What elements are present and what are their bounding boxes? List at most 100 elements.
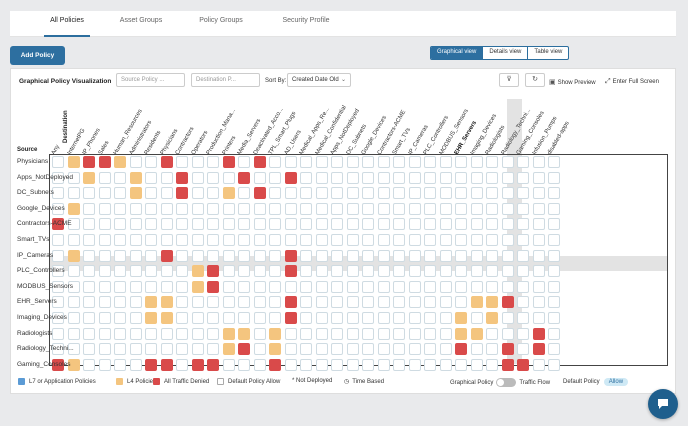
- policy-cell[interactable]: [160, 343, 173, 356]
- policy-cell[interactable]: [346, 156, 359, 168]
- policy-cell[interactable]: [238, 343, 250, 356]
- policy-cell[interactable]: [284, 280, 297, 293]
- graphical-view-button[interactable]: Graphical view: [431, 47, 484, 59]
- policy-cell[interactable]: [315, 249, 328, 262]
- policy-cell[interactable]: [83, 187, 95, 200]
- policy-cell[interactable]: [408, 187, 421, 200]
- policy-cell[interactable]: [145, 312, 157, 324]
- policy-cell[interactable]: [470, 249, 483, 262]
- policy-cell[interactable]: [470, 327, 483, 340]
- policy-cell[interactable]: [377, 234, 390, 246]
- policy-cell[interactable]: [207, 249, 219, 262]
- policy-cell[interactable]: [284, 343, 297, 356]
- policy-cell[interactable]: [207, 312, 219, 324]
- policy-cell[interactable]: [408, 312, 421, 324]
- policy-cell[interactable]: [176, 358, 188, 371]
- policy-cell[interactable]: [222, 156, 235, 168]
- policy-cell[interactable]: [269, 265, 281, 278]
- policy-cell[interactable]: [424, 249, 436, 262]
- policy-cell[interactable]: [114, 265, 126, 278]
- policy-cell[interactable]: [114, 280, 126, 293]
- policy-cell[interactable]: [331, 280, 343, 293]
- policy-cell[interactable]: [517, 280, 529, 293]
- policy-cell[interactable]: [114, 249, 126, 262]
- policy-cell[interactable]: [83, 280, 95, 293]
- policy-cell[interactable]: [83, 265, 95, 278]
- policy-cell[interactable]: [284, 202, 297, 215]
- policy-cell[interactable]: [517, 202, 529, 215]
- policy-cell[interactable]: [176, 218, 188, 231]
- policy-cell[interactable]: [315, 187, 328, 200]
- policy-cell[interactable]: [315, 202, 328, 215]
- policy-cell[interactable]: [470, 358, 483, 371]
- policy-cell[interactable]: [129, 156, 142, 168]
- policy-cell[interactable]: [160, 265, 173, 278]
- policy-cell[interactable]: [67, 280, 80, 293]
- policy-cell[interactable]: [238, 327, 250, 340]
- policy-cell[interactable]: [269, 156, 281, 168]
- policy-cell[interactable]: [331, 156, 343, 168]
- policy-cell[interactable]: [331, 343, 343, 356]
- policy-cell[interactable]: [331, 327, 343, 340]
- policy-cell[interactable]: [377, 171, 390, 184]
- policy-cell[interactable]: [300, 358, 312, 371]
- policy-cell[interactable]: [362, 249, 374, 262]
- policy-cell[interactable]: [470, 171, 483, 184]
- policy-cell[interactable]: [129, 202, 142, 215]
- policy-cell[interactable]: [253, 202, 266, 215]
- policy-cell[interactable]: [486, 218, 498, 231]
- policy-cell[interactable]: [269, 202, 281, 215]
- policy-cell[interactable]: [501, 343, 514, 356]
- policy-cell[interactable]: [424, 234, 436, 246]
- policy-cell[interactable]: [517, 234, 529, 246]
- policy-cell[interactable]: [331, 249, 343, 262]
- policy-cell[interactable]: [222, 343, 235, 356]
- policy-cell[interactable]: [300, 327, 312, 340]
- policy-cell[interactable]: [160, 358, 173, 371]
- policy-cell[interactable]: [114, 187, 126, 200]
- policy-cell[interactable]: [114, 296, 126, 309]
- policy-cell[interactable]: [52, 312, 64, 324]
- policy-cell[interactable]: [517, 343, 529, 356]
- policy-cell[interactable]: [207, 156, 219, 168]
- policy-cell[interactable]: [67, 358, 80, 371]
- policy-cell[interactable]: [455, 296, 467, 309]
- filter-button[interactable]: ⊽: [499, 73, 519, 87]
- policy-cell[interactable]: [67, 156, 80, 168]
- policy-cell[interactable]: [222, 327, 235, 340]
- policy-cell[interactable]: [83, 202, 95, 215]
- policy-cell[interactable]: [114, 234, 126, 246]
- policy-cell[interactable]: [408, 280, 421, 293]
- policy-cell[interactable]: [145, 156, 157, 168]
- policy-cell[interactable]: [548, 312, 560, 324]
- policy-cell[interactable]: [501, 249, 514, 262]
- policy-cell[interactable]: [98, 265, 111, 278]
- policy-cell[interactable]: [517, 156, 529, 168]
- policy-cell[interactable]: [455, 358, 467, 371]
- policy-cell[interactable]: [52, 265, 64, 278]
- policy-cell[interactable]: [331, 234, 343, 246]
- policy-cell[interactable]: [52, 218, 64, 231]
- policy-cell[interactable]: [439, 358, 452, 371]
- policy-cell[interactable]: [129, 171, 142, 184]
- policy-cell[interactable]: [346, 296, 359, 309]
- policy-cell[interactable]: [501, 187, 514, 200]
- policy-cell[interactable]: [315, 218, 328, 231]
- policy-cell[interactable]: [67, 202, 80, 215]
- policy-cell[interactable]: [393, 234, 405, 246]
- policy-cell[interactable]: [501, 171, 514, 184]
- policy-cell[interactable]: [486, 202, 498, 215]
- policy-cell[interactable]: [455, 249, 467, 262]
- policy-cell[interactable]: [52, 234, 64, 246]
- policy-cell[interactable]: [424, 296, 436, 309]
- policy-cell[interactable]: [300, 171, 312, 184]
- policy-cell[interactable]: [346, 171, 359, 184]
- policy-cell[interactable]: [191, 312, 204, 324]
- policy-cell[interactable]: [207, 218, 219, 231]
- policy-cell[interactable]: [129, 265, 142, 278]
- policy-cell[interactable]: [517, 296, 529, 309]
- policy-cell[interactable]: [377, 187, 390, 200]
- policy-cell[interactable]: [362, 187, 374, 200]
- policy-cell[interactable]: [52, 249, 64, 262]
- policy-cell[interactable]: [191, 280, 204, 293]
